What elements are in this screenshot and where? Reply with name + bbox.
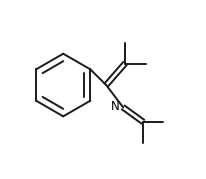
- Text: N: N: [110, 100, 119, 113]
